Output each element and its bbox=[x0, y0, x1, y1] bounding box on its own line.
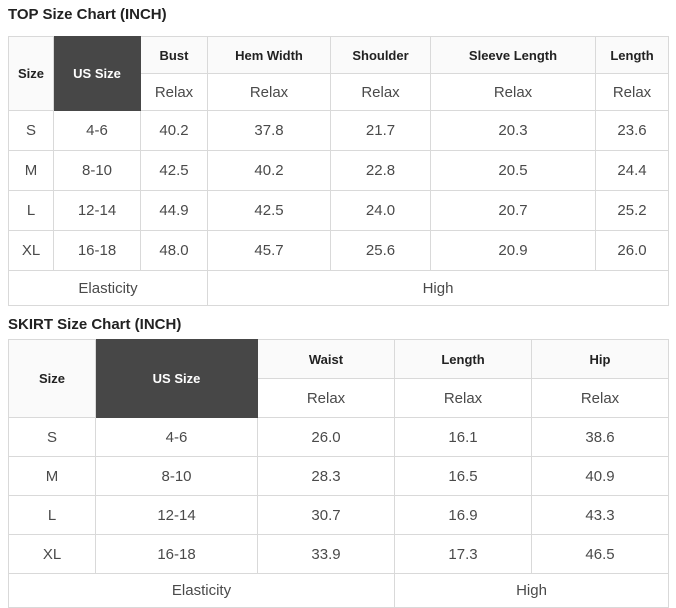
top-column-header-length: Length bbox=[595, 36, 669, 74]
top-size-chart-title: TOP Size Chart (INCH) bbox=[8, 6, 167, 23]
table-row: S 4-6 40.2 37.8 21.7 20.3 23.6 bbox=[8, 110, 669, 151]
top-column-header-shoulder: Shoulder bbox=[330, 36, 431, 74]
skirt-us-size-corner-cell: US Size bbox=[95, 339, 258, 418]
value-cell: 20.5 bbox=[430, 150, 596, 191]
value-cell: 37.8 bbox=[207, 110, 331, 151]
value-cell: 42.5 bbox=[140, 150, 208, 191]
size-cell: M bbox=[8, 456, 96, 496]
value-cell: 20.9 bbox=[430, 230, 596, 271]
elasticity-label-cell: Elasticity bbox=[8, 270, 208, 306]
value-cell: 40.2 bbox=[140, 110, 208, 151]
value-cell: 38.6 bbox=[531, 417, 669, 457]
table-row: XL 16-18 33.9 17.3 46.5 bbox=[8, 534, 669, 574]
table-row: M 8-10 28.3 16.5 40.9 bbox=[8, 456, 669, 496]
us-size-cell: 4-6 bbox=[53, 110, 141, 151]
top-fit-cell: Relax bbox=[330, 73, 431, 111]
value-cell: 40.9 bbox=[531, 456, 669, 496]
top-column-header-sleeve-length: Sleeve Length bbox=[430, 36, 596, 74]
table-row: L 12-14 44.9 42.5 24.0 20.7 25.2 bbox=[8, 190, 669, 231]
size-cell: L bbox=[8, 190, 54, 231]
top-fit-cell: Relax bbox=[207, 73, 331, 111]
table-row: L 12-14 30.7 16.9 43.3 bbox=[8, 495, 669, 535]
us-size-cell: 16-18 bbox=[53, 230, 141, 271]
value-cell: 48.0 bbox=[140, 230, 208, 271]
value-cell: 44.9 bbox=[140, 190, 208, 231]
top-size-corner-cell: Size bbox=[8, 36, 54, 111]
top-size-chart-table: Size US Size Bust Hem Width Shoulder Sle… bbox=[8, 36, 669, 306]
value-cell: 25.2 bbox=[595, 190, 669, 231]
skirt-fit-cell: Relax bbox=[531, 378, 669, 418]
value-cell: 24.0 bbox=[330, 190, 431, 231]
top-column-header-hem-width: Hem Width bbox=[207, 36, 331, 74]
value-cell: 28.3 bbox=[257, 456, 395, 496]
top-fit-cell: Relax bbox=[595, 73, 669, 111]
skirt-size-chart-table: Size US Size Waist Length Hip Relax Rela… bbox=[8, 339, 669, 608]
us-size-cell: 4-6 bbox=[95, 417, 258, 457]
us-size-cell: 8-10 bbox=[53, 150, 141, 191]
us-size-cell: 16-18 bbox=[95, 534, 258, 574]
table-row: XL 16-18 48.0 45.7 25.6 20.9 26.0 bbox=[8, 230, 669, 271]
elasticity-label-cell: Elasticity bbox=[8, 573, 395, 608]
value-cell: 33.9 bbox=[257, 534, 395, 574]
us-size-cell: 8-10 bbox=[95, 456, 258, 496]
size-cell: S bbox=[8, 417, 96, 457]
value-cell: 26.0 bbox=[595, 230, 669, 271]
us-size-cell: 12-14 bbox=[53, 190, 141, 231]
table-row: M 8-10 42.5 40.2 22.8 20.5 24.4 bbox=[8, 150, 669, 191]
value-cell: 40.2 bbox=[207, 150, 331, 191]
value-cell: 45.7 bbox=[207, 230, 331, 271]
value-cell: 16.1 bbox=[394, 417, 532, 457]
value-cell: 43.3 bbox=[531, 495, 669, 535]
top-fit-cell: Relax bbox=[430, 73, 596, 111]
size-cell: S bbox=[8, 110, 54, 151]
value-cell: 22.8 bbox=[330, 150, 431, 191]
value-cell: 21.7 bbox=[330, 110, 431, 151]
top-fit-cell: Relax bbox=[140, 73, 208, 111]
value-cell: 46.5 bbox=[531, 534, 669, 574]
skirt-fit-cell: Relax bbox=[257, 378, 395, 418]
value-cell: 26.0 bbox=[257, 417, 395, 457]
value-cell: 42.5 bbox=[207, 190, 331, 231]
value-cell: 23.6 bbox=[595, 110, 669, 151]
skirt-fit-cell: Relax bbox=[394, 378, 532, 418]
skirt-size-corner-cell: Size bbox=[8, 339, 96, 418]
table-row: S 4-6 26.0 16.1 38.6 bbox=[8, 417, 669, 457]
value-cell: 17.3 bbox=[394, 534, 532, 574]
value-cell: 16.9 bbox=[394, 495, 532, 535]
top-column-header-bust: Bust bbox=[140, 36, 208, 74]
value-cell: 16.5 bbox=[394, 456, 532, 496]
value-cell: 20.7 bbox=[430, 190, 596, 231]
skirt-column-header-length: Length bbox=[394, 339, 532, 379]
value-cell: 25.6 bbox=[330, 230, 431, 271]
skirt-column-header-waist: Waist bbox=[257, 339, 395, 379]
value-cell: 20.3 bbox=[430, 110, 596, 151]
size-cell: M bbox=[8, 150, 54, 191]
top-us-size-corner-cell: US Size bbox=[53, 36, 141, 111]
elasticity-value-cell: High bbox=[394, 573, 669, 608]
size-cell: XL bbox=[8, 534, 96, 574]
elasticity-value-cell: High bbox=[207, 270, 669, 306]
us-size-cell: 12-14 bbox=[95, 495, 258, 535]
value-cell: 30.7 bbox=[257, 495, 395, 535]
size-cell: XL bbox=[8, 230, 54, 271]
value-cell: 24.4 bbox=[595, 150, 669, 191]
size-cell: L bbox=[8, 495, 96, 535]
skirt-column-header-hip: Hip bbox=[531, 339, 669, 379]
skirt-size-chart-title: SKIRT Size Chart (INCH) bbox=[8, 316, 182, 333]
